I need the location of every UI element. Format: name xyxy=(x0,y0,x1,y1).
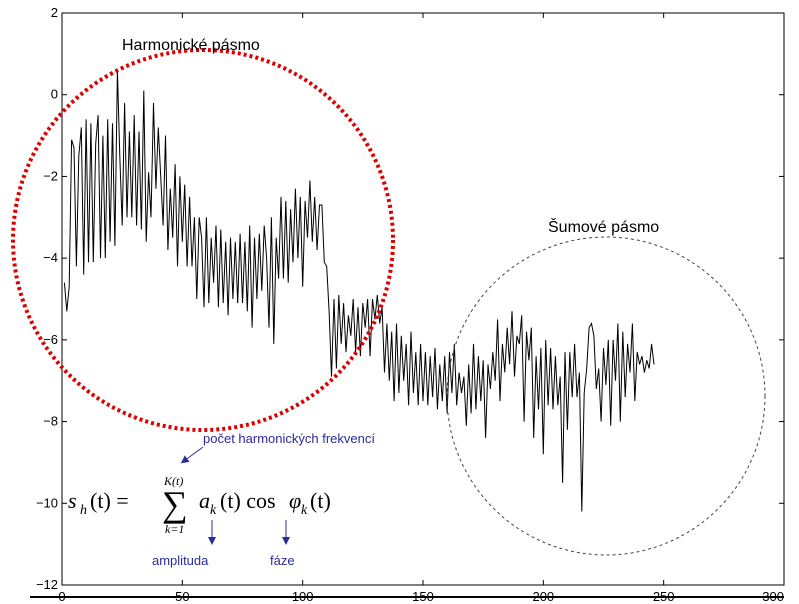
formula-lhs-arg: (t) = xyxy=(90,488,129,513)
signal-line xyxy=(63,70,655,512)
formula-sum-symbol: ∑ xyxy=(162,484,188,524)
formula-term-a: a xyxy=(199,488,210,513)
y-tick-label: 0 xyxy=(51,87,58,102)
y-tick-label: −4 xyxy=(43,250,58,265)
formula-phi-arg: (t) xyxy=(310,488,331,513)
num-harmonics-arrow xyxy=(180,446,204,464)
y-tick-label: 2 xyxy=(51,5,58,20)
harmonic-band-circle xyxy=(11,48,395,432)
x-tick-label: 250 xyxy=(653,589,675,604)
num-harmonics-label: počet harmonických frekvencí xyxy=(203,431,375,446)
y-tick-label: −8 xyxy=(43,414,58,429)
formula-term-a-arg: (t) cos xyxy=(220,488,276,513)
formula-sum-upper: K(t) xyxy=(163,474,183,488)
y-tick-label: −10 xyxy=(36,495,58,510)
formula-phi-sub: k xyxy=(301,503,308,518)
y-tick-label: −2 xyxy=(43,168,58,183)
y-tick-label: −12 xyxy=(36,577,58,592)
x-tick-label: 50 xyxy=(175,589,189,604)
formula-term-a-sub: k xyxy=(210,503,217,518)
x-axis: 0 50 100 150 200 250 300 xyxy=(58,13,785,604)
amplitude-label: amplituda xyxy=(152,553,209,568)
formula-sum-lower: k=1 xyxy=(165,522,184,536)
formula-phi: φ xyxy=(289,488,301,513)
formula: s h (t) = K(t) ∑ k=1 a k (t) cos φ k (t) xyxy=(68,474,331,536)
signal-series xyxy=(63,70,655,512)
x-tick-label: 300 xyxy=(762,589,784,604)
harmonic-band-label: Harmonické pásmo xyxy=(122,37,260,54)
x-tick-label: 200 xyxy=(532,589,554,604)
phase-label: fáze xyxy=(270,553,295,568)
y-axis: 2 0 −2 −4 −6 −8 −10 −12 xyxy=(36,5,784,592)
formula-lhs: s xyxy=(68,488,77,513)
noise-band-label: Šumové pásmo xyxy=(548,217,659,236)
y-tick-label: −6 xyxy=(43,332,58,347)
x-tick-label: 100 xyxy=(292,589,314,604)
x-tick-label: 0 xyxy=(58,589,65,604)
x-tick-label: 150 xyxy=(412,589,434,604)
noise-band-circle xyxy=(446,236,766,556)
formula-lhs-sub: h xyxy=(80,503,87,518)
